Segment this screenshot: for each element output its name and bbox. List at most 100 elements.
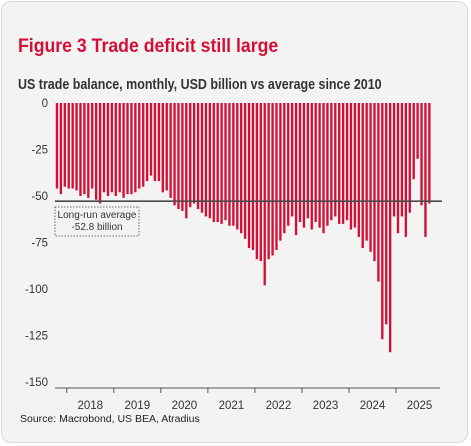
bar	[353, 103, 357, 228]
bar	[91, 103, 94, 189]
bar	[130, 103, 133, 195]
bar	[404, 103, 408, 237]
bar	[63, 103, 66, 187]
bar	[224, 103, 227, 221]
bar	[192, 103, 196, 204]
bar	[400, 103, 404, 217]
bar	[341, 103, 345, 224]
bar	[228, 103, 231, 226]
bar	[145, 103, 149, 182]
y-tick-label: -125	[25, 331, 48, 343]
bar	[428, 103, 431, 204]
bar	[79, 103, 82, 196]
bar	[365, 103, 368, 241]
bar	[181, 103, 184, 211]
bar	[263, 103, 266, 286]
average-annotation-box	[54, 206, 140, 237]
bar	[106, 103, 110, 196]
bar	[161, 103, 164, 193]
bar	[232, 103, 235, 226]
bar	[392, 103, 396, 217]
reference-line-group: Long-run average-52.8 billion	[54, 200, 442, 237]
x-tick-label: 2020	[172, 400, 198, 412]
bar	[310, 103, 313, 230]
bar	[114, 103, 117, 196]
bar	[287, 103, 290, 226]
bar	[212, 103, 215, 223]
x-tick-label: 2018	[77, 400, 103, 412]
bar	[169, 103, 172, 198]
average-annotation-text: -52.8 billion	[71, 222, 122, 233]
y-tick-label: -75	[31, 238, 48, 250]
bar	[102, 103, 106, 193]
bar	[247, 103, 251, 249]
bar	[306, 103, 310, 219]
y-tick-label: -25	[31, 145, 48, 157]
bar	[279, 103, 282, 241]
bar	[142, 103, 145, 187]
bar	[251, 103, 255, 250]
bar	[126, 103, 129, 195]
bar	[173, 103, 176, 206]
bar	[255, 103, 259, 260]
chart-subtitle: US trade balance, monthly, USD billion v…	[18, 77, 382, 93]
bar	[377, 103, 380, 282]
bar	[259, 103, 262, 262]
bar	[59, 103, 63, 195]
bar	[55, 103, 59, 189]
bar	[87, 103, 90, 198]
bar	[283, 103, 286, 234]
bar	[334, 103, 337, 217]
bar	[83, 103, 86, 195]
y-tick-label: -100	[25, 284, 48, 296]
bar	[345, 103, 349, 221]
bar	[290, 103, 294, 217]
bar	[275, 103, 278, 250]
bar	[314, 103, 317, 223]
bar	[408, 103, 411, 213]
bar	[71, 103, 74, 189]
y-tick-label: 0	[42, 98, 48, 110]
bar	[220, 103, 223, 224]
bar	[412, 103, 415, 180]
bar	[134, 103, 137, 193]
bar	[322, 103, 325, 234]
bar	[240, 103, 243, 234]
bar	[177, 103, 180, 210]
x-tick-label: 2022	[266, 400, 292, 412]
bar	[165, 103, 168, 191]
bar	[157, 103, 161, 182]
y-tick-label: -50	[31, 191, 48, 203]
bar	[196, 103, 200, 210]
bar	[153, 103, 157, 182]
bar	[208, 103, 212, 219]
source-note: Source: Macrobond, US BEA, Atradius	[20, 413, 200, 425]
bar	[267, 103, 270, 260]
bar	[385, 103, 388, 325]
bar	[388, 103, 392, 353]
bar	[424, 103, 427, 237]
bar	[118, 103, 121, 193]
bar	[349, 103, 353, 230]
bar	[326, 103, 329, 226]
bar	[294, 103, 298, 236]
bar	[138, 103, 141, 189]
bar	[204, 103, 208, 217]
bar	[94, 103, 98, 200]
bar	[189, 103, 192, 208]
bar	[67, 103, 70, 189]
bar	[369, 103, 372, 252]
bar	[271, 103, 274, 256]
bar	[243, 103, 247, 239]
bar	[110, 103, 114, 193]
bar	[420, 103, 423, 206]
bar	[200, 103, 204, 213]
figure-title: Figure 3 Trade deficit still large	[18, 36, 279, 57]
x-tick-label: 2025	[407, 400, 433, 412]
bar	[381, 103, 384, 340]
bar	[75, 103, 78, 191]
bar	[361, 103, 364, 249]
x-axis: 2018 2019 2020 2021 2022 2023 2024 2025	[55, 387, 440, 412]
bar	[149, 103, 153, 176]
x-tick-label: 2019	[125, 400, 151, 412]
